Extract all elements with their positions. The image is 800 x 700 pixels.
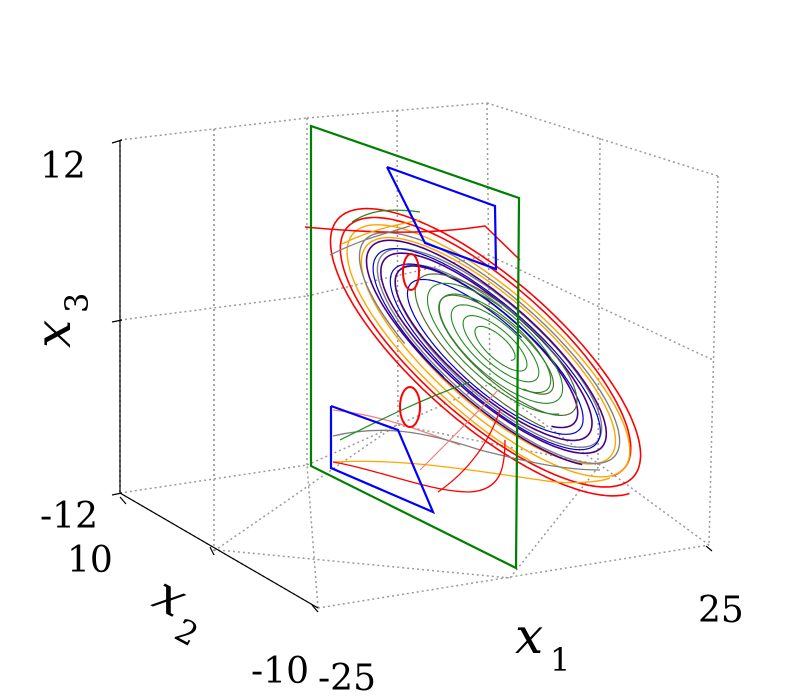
x1-axis-letter: x [515, 607, 543, 665]
trajectory-loop [399, 386, 421, 428]
x3-tick-0 [111, 319, 123, 323]
x1-tick-25 [705, 545, 713, 552]
grid-line [306, 464, 319, 609]
trajectory-loop [402, 253, 420, 291]
trajectories [304, 207, 642, 497]
x2-tick-10 [119, 496, 127, 505]
trajectory-line [419, 389, 499, 471]
trajectory-line [341, 219, 421, 245]
x3-tick-label-max: 12 [40, 146, 86, 187]
trajectory-line [372, 248, 601, 451]
x1-tick-label-max: 25 [698, 590, 744, 631]
grid-line [317, 544, 710, 609]
grid-line [486, 102, 491, 385]
x2-axis-line [119, 492, 319, 609]
x3-tick-neg12 [111, 492, 123, 496]
trajectory-line [339, 381, 471, 441]
axes [111, 139, 713, 613]
x2-tick-label-max: 10 [67, 540, 113, 581]
trajectory-line [329, 207, 642, 497]
x1-axis-subscript: 1 [550, 641, 570, 679]
grid-line [119, 295, 308, 321]
grid-line [306, 254, 489, 297]
trajectory-line [332, 429, 601, 471]
x2-axis-title: x 2 [144, 564, 204, 654]
trajectory-line [351, 209, 421, 223]
x2-tick-label-min: -10 [251, 651, 309, 692]
grid-line [487, 254, 714, 361]
grid-line [217, 549, 511, 579]
section-marker-lower [329, 404, 436, 515]
x2-tick-neg10 [311, 604, 319, 613]
section-plane-group [309, 124, 521, 570]
x1-axis-title: x 1 [515, 607, 570, 679]
trajectory-line [329, 225, 411, 256]
section-plane [309, 124, 521, 570]
grid-line [119, 464, 308, 494]
trajectory-line [358, 231, 621, 465]
x1-tick-label-min: -25 [318, 658, 376, 699]
trajectory-line [437, 409, 501, 493]
x3-axis-title: x 3 [24, 293, 96, 348]
x3-tick-label-min: -12 [40, 496, 98, 537]
trajectory-line [332, 439, 506, 493]
grid-line [708, 175, 719, 546]
x3-tick-12 [111, 139, 123, 144]
x3-axis-subscript: 3 [58, 293, 96, 313]
x3-axis-letter: x [24, 320, 82, 348]
trajectory-line [426, 282, 564, 415]
trajectory-line [332, 460, 611, 484]
trajectory-line [304, 225, 521, 261]
grid-line [213, 423, 399, 552]
trajectory-line [332, 409, 461, 446]
section-marker-upper [386, 165, 498, 271]
x2-tick-0 [209, 546, 215, 556]
grid-line [119, 117, 308, 141]
grid-line [486, 102, 719, 177]
